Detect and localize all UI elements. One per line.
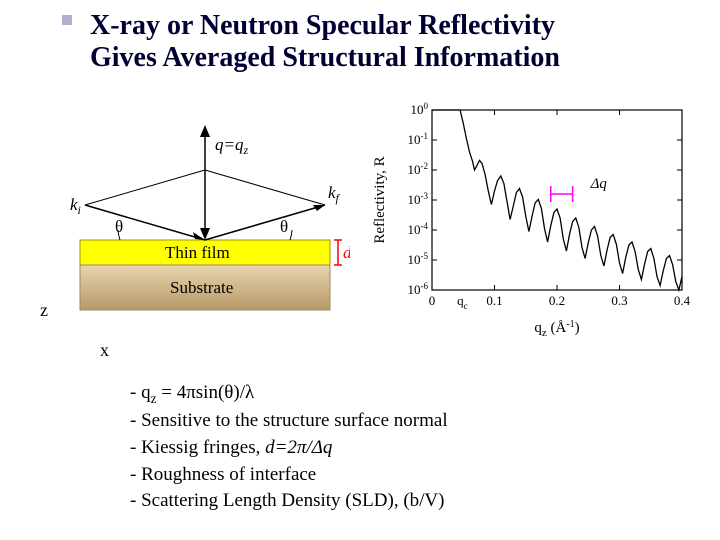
delta-q-marker bbox=[551, 186, 573, 202]
kf-label: kf bbox=[328, 183, 341, 205]
chart-ylabel: Reflectivity, R bbox=[372, 156, 388, 243]
svg-text:10-6: 10-6 bbox=[408, 281, 429, 297]
thinfilm-label: Thin film bbox=[165, 243, 230, 262]
bullet-2: Sensitive to the structure surface norma… bbox=[130, 408, 448, 435]
bullet-3: Kiessig fringes, d=2π/Δq bbox=[130, 435, 448, 462]
svg-text:0.4: 0.4 bbox=[674, 293, 691, 308]
reflectivity-chart: Reflectivity, R qz (Å-1) 100 10-1 10-2 10-3… bbox=[370, 100, 700, 340]
svg-text:0.1: 0.1 bbox=[486, 293, 502, 308]
svg-text:10-1: 10-1 bbox=[408, 131, 429, 147]
bullet-1: qz = 4πsin(θ)/λ bbox=[130, 380, 448, 408]
scattering-diagram: q=qz ki kf θ θ Thin film Substrate d bbox=[60, 110, 350, 340]
theta-left: θ bbox=[115, 217, 123, 236]
svg-text:0.2: 0.2 bbox=[549, 293, 565, 308]
svg-text:10-5: 10-5 bbox=[408, 251, 429, 267]
theta-right: θ bbox=[280, 217, 288, 236]
qc-label: qc bbox=[457, 293, 468, 311]
page-title: X-ray or Neutron Specular Reflectivity G… bbox=[90, 10, 560, 74]
substrate-label: Substrate bbox=[170, 278, 233, 297]
z-axis-label: z bbox=[40, 300, 48, 321]
reflectivity-curve bbox=[432, 110, 682, 290]
svg-text:10-3: 10-3 bbox=[408, 191, 429, 207]
bullet-4: Roughness of interface bbox=[130, 462, 448, 489]
title-bullet bbox=[62, 15, 72, 25]
title-line1: X-ray or Neutron Specular Reflectivity bbox=[90, 10, 555, 41]
svg-text:0.3: 0.3 bbox=[611, 293, 627, 308]
ki-label: ki bbox=[70, 195, 81, 217]
q-label: q=qz bbox=[215, 135, 248, 157]
delta-q-label: Δq bbox=[590, 176, 608, 192]
svg-text:10-2: 10-2 bbox=[408, 161, 429, 177]
chart-xlabel: qz (Å-1) bbox=[534, 319, 579, 339]
bullet-list: qz = 4πsin(θ)/λ Sensitive to the structu… bbox=[130, 380, 448, 515]
title-line2: Gives Averaged Structural Information bbox=[90, 42, 560, 73]
svg-text:10-4: 10-4 bbox=[408, 221, 429, 237]
bullet-5: Scattering Length Density (SLD), (b/V) bbox=[130, 488, 448, 515]
svg-text:0: 0 bbox=[429, 293, 436, 308]
x-axis-label: x bbox=[100, 340, 109, 361]
d-label: d bbox=[343, 243, 350, 262]
svg-text:100: 100 bbox=[411, 101, 429, 117]
